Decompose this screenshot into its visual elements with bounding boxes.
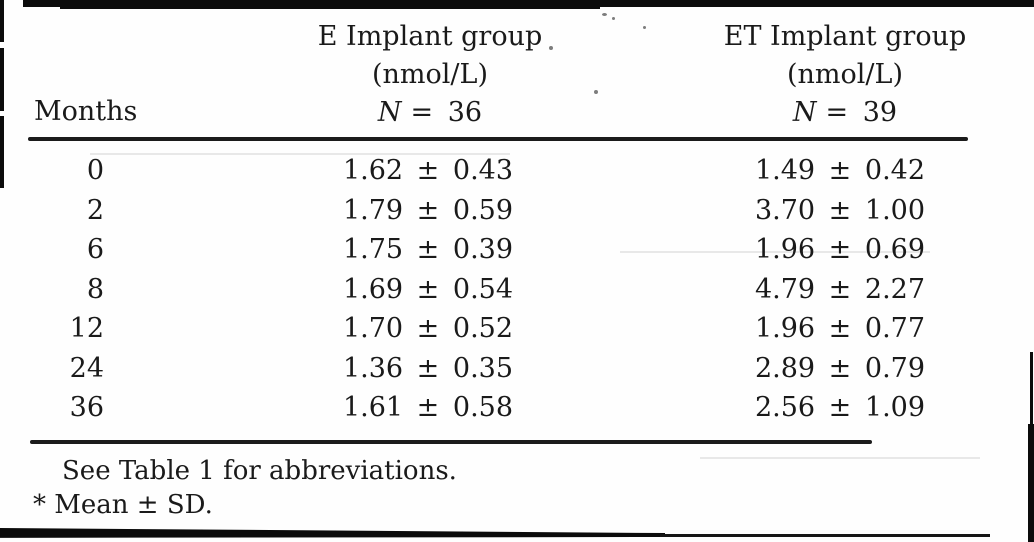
column-header-months: Months: [34, 96, 138, 127]
group-title: E Implant group: [317, 21, 543, 52]
n-symbol: N: [377, 97, 402, 128]
scan-right-edge-mark: [1030, 352, 1033, 428]
scan-bottom-rule: [0, 528, 665, 538]
n-symbol: N: [792, 97, 817, 128]
scan-speck: [612, 17, 615, 20]
table-row: 36 1.61 ± 0.58 2.56 ± 1.09: [0, 393, 1034, 433]
group-n: N = 36: [290, 94, 570, 132]
footer-divider-rule: [30, 440, 872, 444]
column-header-e-implant-group: E Implant group (nmol/L) N = 36: [290, 18, 570, 132]
scan-speck: [602, 13, 607, 16]
month-cell: 36: [69, 392, 104, 423]
scan-left-edge-mark: [0, 48, 4, 111]
header-divider-rule: [28, 137, 968, 141]
scan-bottom-rule-thin: [660, 534, 990, 537]
group-title: ET Implant group: [723, 21, 967, 52]
table-row: 8 1.69 ± 0.54 4.79 ± 2.27: [0, 273, 1034, 315]
month-cell: 8: [86, 273, 104, 305]
scan-top-rule: [23, 0, 1034, 7]
e-implant-value-cell: 1.69 ± 0.54: [342, 273, 514, 305]
table-row: 12 1.70 ± 0.52 1.96 ± 0.77: [0, 314, 1034, 354]
scan-left-edge-mark: [0, 116, 4, 188]
table-row: 24 1.36 ± 0.35 2.89 ± 0.79: [0, 352, 1034, 394]
footnote-abbreviations: See Table 1 for abbreviations.: [62, 456, 457, 486]
n-value: = 36: [410, 97, 483, 128]
et-implant-value-cell: 1.96 ± 0.77: [754, 313, 926, 344]
e-implant-value-cell: 1.79 ± 0.59: [342, 194, 514, 226]
scan-right-edge-mark: [1028, 424, 1034, 542]
group-n: N = 39: [705, 94, 985, 132]
month-cell: 6: [86, 234, 104, 265]
table-body: 0 1.62 ± 0.43 1.49 ± 0.42 2 1.79 ± 0.59 …: [0, 156, 1034, 433]
table-row: 6 1.75 ± 0.39 1.96 ± 0.69: [0, 235, 1034, 275]
month-cell: 0: [86, 155, 104, 186]
scan-streak: [700, 457, 980, 459]
column-header-et-implant-group: ET Implant group (nmol/L) N = 39: [705, 18, 985, 132]
footnote-mean-sd: * Mean ± SD.: [33, 490, 213, 520]
table-row: 0 1.62 ± 0.43 1.49 ± 0.42: [0, 156, 1034, 196]
table-row: 2 1.79 ± 0.59 3.70 ± 1.00: [0, 194, 1034, 236]
month-cell: 24: [69, 352, 104, 384]
et-implant-value-cell: 1.96 ± 0.69: [754, 234, 926, 265]
scan-speck: [549, 46, 553, 50]
group-unit: (nmol/L): [372, 59, 488, 90]
et-implant-value-cell: 1.49 ± 0.42: [754, 155, 926, 186]
group-unit: (nmol/L): [787, 59, 903, 90]
et-implant-value-cell: 2.89 ± 0.79: [754, 352, 926, 384]
month-cell: 2: [86, 194, 104, 226]
scan-left-edge-mark: [0, 0, 4, 42]
et-implant-value-cell: 2.56 ± 1.09: [754, 392, 926, 423]
e-implant-value-cell: 1.75 ± 0.39: [342, 234, 514, 265]
scan-streak: [90, 153, 510, 155]
scan-streak: [620, 251, 930, 253]
e-implant-value-cell: 1.36 ± 0.35: [342, 352, 514, 384]
scan-speck: [643, 26, 646, 29]
et-implant-value-cell: 4.79 ± 2.27: [754, 273, 926, 305]
e-implant-value-cell: 1.62 ± 0.43: [342, 155, 514, 186]
e-implant-value-cell: 1.61 ± 0.58: [342, 392, 514, 423]
scan-top-rule-shadow: [60, 6, 600, 9]
scan-speck: [594, 90, 598, 94]
et-implant-value-cell: 3.70 ± 1.00: [754, 194, 926, 226]
n-value: = 39: [825, 97, 898, 128]
e-implant-value-cell: 1.70 ± 0.52: [342, 313, 514, 344]
month-cell: 12: [69, 313, 104, 344]
